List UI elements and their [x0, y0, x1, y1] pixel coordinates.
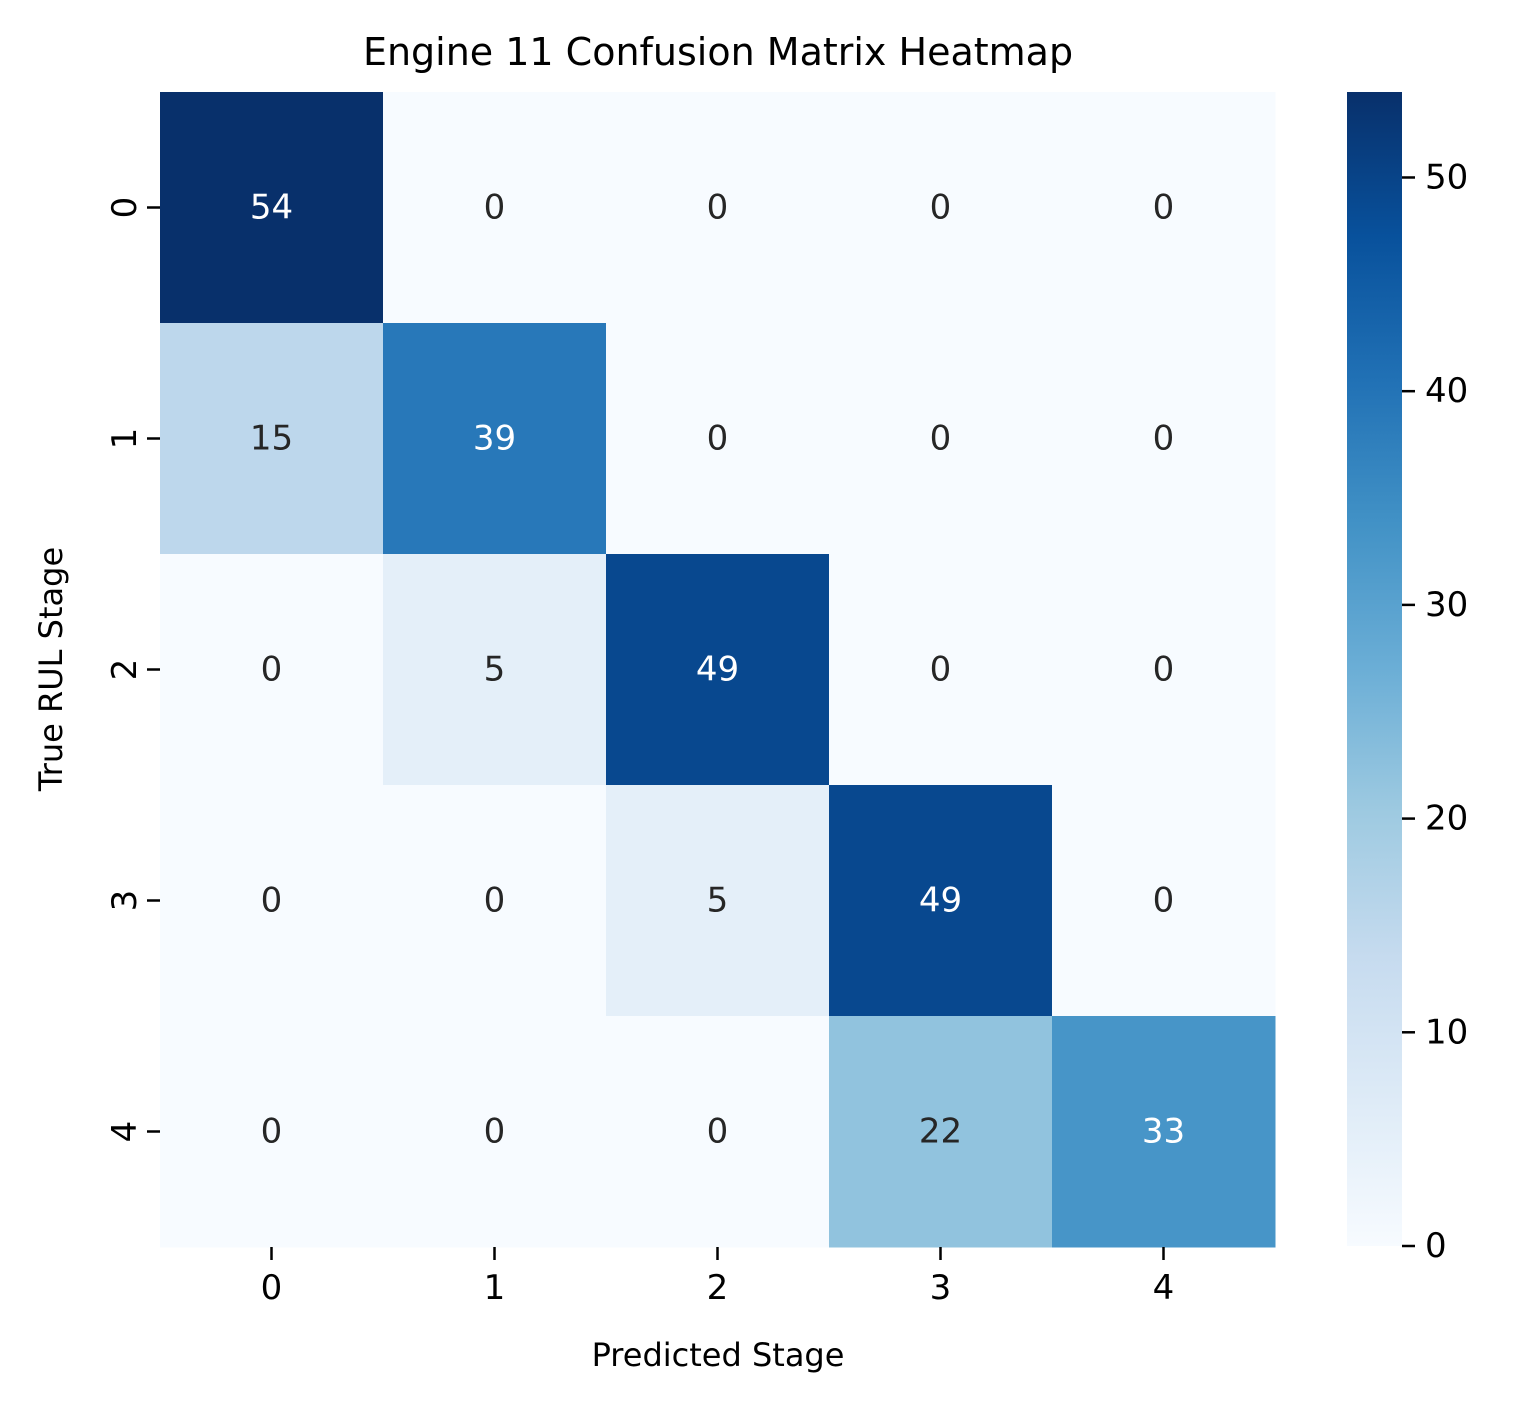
heatmap-cell: [160, 92, 384, 324]
colorbar-gradient: [1347, 92, 1402, 1246]
colorbar-tick-label: 10: [1425, 1012, 1468, 1052]
heatmap-cell: [829, 1016, 1053, 1248]
cell-value-label: 54: [250, 188, 293, 228]
cell-value-label: 0: [930, 650, 952, 690]
cell-value-label: 0: [1153, 188, 1175, 228]
cell-value-label: 0: [1153, 881, 1175, 921]
y-axis-ticks: 0 1 2 3 4: [105, 197, 160, 1143]
cell-value-label: 0: [707, 1112, 729, 1152]
heatmap-cell: [606, 323, 830, 555]
heatmap-cell: [606, 1016, 830, 1248]
cell-value-label: 15: [250, 419, 293, 459]
heatmap-cells: 54 0 0 0 0 15 39 0 0 0 0 5 49 0 0 0 0 5 49 0 0 0 0 22 33: [160, 92, 1276, 1248]
heatmap-cell: [383, 785, 607, 1017]
heatmap-cell: [383, 1016, 607, 1248]
colorbar-tick-label: 30: [1425, 585, 1468, 625]
colorbar: 0 10 20 30 40 50: [1347, 92, 1468, 1266]
heatmap-cell: [829, 323, 1053, 555]
cell-value-label: 49: [919, 881, 962, 921]
x-tick-label: 3: [930, 1268, 952, 1308]
heatmap-cell: [160, 785, 384, 1017]
x-tick-label: 1: [484, 1268, 506, 1308]
heatmap-cell: [383, 554, 607, 786]
heatmap-cell: [383, 323, 607, 555]
heatmap-cell: [1052, 92, 1276, 324]
cell-value-label: 39: [473, 419, 516, 459]
cell-value-label: 0: [930, 419, 952, 459]
heatmap-cell: [1052, 323, 1276, 555]
y-tick-label: 4: [105, 1121, 145, 1143]
cell-value-label: 0: [707, 188, 729, 228]
x-axis-ticks: 0 1 2 3 4: [261, 1247, 1175, 1308]
heatmap-cell: [1052, 785, 1276, 1017]
heatmap-cell: [606, 92, 830, 324]
colorbar-tick-label: 40: [1425, 371, 1468, 411]
cell-value-label: 0: [484, 188, 506, 228]
colorbar-tick-label: 50: [1425, 157, 1468, 197]
cell-value-label: 49: [696, 650, 739, 690]
cell-value-label: 0: [930, 188, 952, 228]
cell-value-label: 0: [261, 650, 283, 690]
cell-value-label: 0: [261, 1112, 283, 1152]
x-tick-label: 4: [1153, 1268, 1175, 1308]
x-tick-label: 2: [707, 1268, 729, 1308]
heatmap-cell: [1052, 1016, 1276, 1248]
cell-value-label: 5: [707, 881, 729, 921]
cell-value-label: 0: [1153, 419, 1175, 459]
y-tick-label: 2: [105, 659, 145, 681]
heatmap-cell: [606, 785, 830, 1017]
colorbar-tick-label: 0: [1425, 1226, 1447, 1266]
cell-value-label: 33: [1142, 1112, 1185, 1152]
cell-value-label: 0: [484, 881, 506, 921]
heatmap-cell: [383, 92, 607, 324]
y-tick-label: 1: [105, 428, 145, 450]
heatmap-cell: [160, 554, 384, 786]
heatmap-cell: [160, 323, 384, 555]
y-tick-label: 3: [105, 890, 145, 912]
colorbar-tick-label: 20: [1425, 799, 1468, 839]
heatmap-cell: [829, 92, 1053, 324]
x-axis-label: Predicted Stage: [592, 1336, 845, 1374]
y-tick-label: 0: [105, 197, 145, 219]
heatmap-cell: [1052, 554, 1276, 786]
y-axis-label: True RUL Stage: [32, 547, 70, 792]
heatmap-cell: [829, 554, 1053, 786]
x-tick-label: 0: [261, 1268, 283, 1308]
cell-value-label: 0: [261, 881, 283, 921]
cell-value-label: 0: [484, 1112, 506, 1152]
cell-value-label: 0: [1153, 650, 1175, 690]
heatmap-cell: [606, 554, 830, 786]
cell-value-label: 5: [484, 650, 506, 690]
cell-value-label: 22: [919, 1112, 962, 1152]
cell-value-label: 0: [707, 419, 729, 459]
chart-title: Engine 11 Confusion Matrix Heatmap: [363, 30, 1073, 74]
heatmap-cell: [160, 1016, 384, 1248]
heatmap-cell: [829, 785, 1053, 1017]
